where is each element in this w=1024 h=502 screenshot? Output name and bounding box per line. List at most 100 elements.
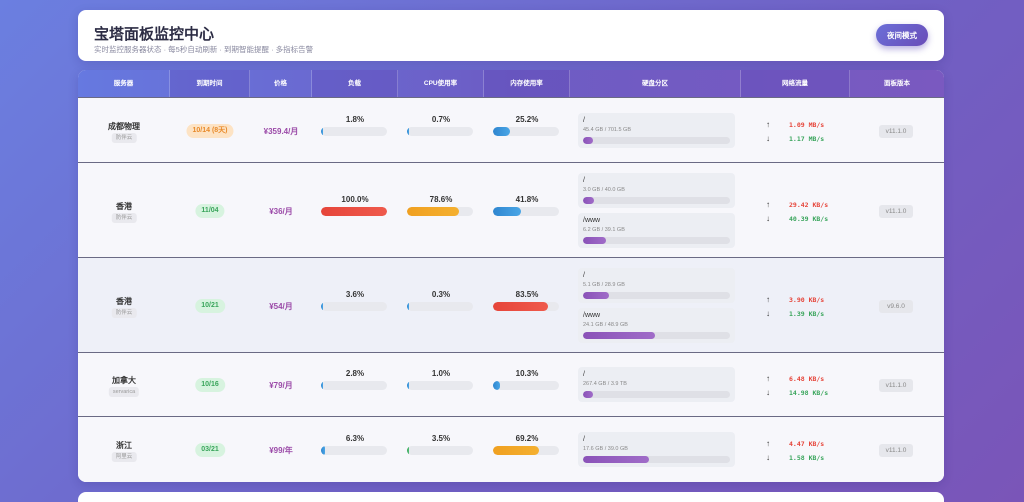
cpu-bar bbox=[407, 446, 473, 455]
expiry-badge: 03/21 bbox=[195, 443, 225, 457]
table-row[interactable]: 香港 防伴云 11/04 ¥36/月 100.0% 78.6% 41.8% / 3.0 GB /… bbox=[78, 162, 944, 257]
column-header-network[interactable]: 网络流量 bbox=[741, 70, 850, 97]
upload-arrow-icon: ↑ bbox=[766, 199, 770, 209]
cpu-bar-fill bbox=[407, 206, 459, 216]
mem-bar-fill bbox=[493, 206, 521, 216]
mem-value: 10.3% bbox=[515, 369, 539, 378]
net-upload: 1.09 MB/s bbox=[789, 120, 825, 129]
disk-bar bbox=[583, 291, 730, 299]
net-upload: 6.48 KB/s bbox=[789, 375, 825, 383]
cpu-bar bbox=[407, 126, 473, 136]
upload-arrow-icon: ↑ bbox=[766, 439, 770, 448]
table-row[interactable]: 浙江 阿里云 03/21 ¥99/年 6.3% 3.5% 69.2% / 17.6 GB / 3… bbox=[78, 416, 944, 482]
disk-bar bbox=[583, 196, 730, 204]
disk-size: 45.4 GB / 701.5 GB bbox=[583, 126, 632, 133]
column-header-disk[interactable]: 硬盘分区 bbox=[570, 70, 741, 97]
cpu-bar bbox=[407, 301, 473, 311]
server-name: 香港 bbox=[116, 296, 132, 306]
load-value: 100.0% bbox=[341, 194, 369, 204]
disk-size: 5.1 GB / 28.9 GB bbox=[583, 281, 625, 288]
cpu-bar-fill bbox=[407, 446, 410, 455]
cpu-value: 1.0% bbox=[431, 369, 451, 378]
disk-partition: /www 6.2 GB / 39.1 GB bbox=[578, 212, 735, 248]
page-title: 宝塔面板监控中心 bbox=[94, 26, 215, 43]
column-header-load[interactable]: 负载 bbox=[312, 70, 398, 97]
cpu-bar-fill bbox=[407, 301, 409, 311]
mem-bar bbox=[493, 381, 559, 390]
table-row[interactable]: 成都物理 防伴云 10/14 (8天) ¥359.4/月 1.8% 0.7% 25.2% / 4… bbox=[78, 97, 944, 162]
page-subtitle: 实时监控服务器状态 · 每5秒自动刷新 · 到期智能提醒 · 多指标告警 bbox=[94, 45, 314, 54]
disk-bar bbox=[583, 236, 730, 244]
mem-value: 69.2% bbox=[515, 434, 539, 443]
server-name: 香港 bbox=[116, 201, 132, 211]
disk-size: 24.1 GB / 48.9 GB bbox=[583, 321, 628, 328]
price-text: ¥54/月 bbox=[269, 301, 293, 311]
column-header-cpu[interactable]: CPU使用率 bbox=[398, 70, 484, 97]
table-row[interactable]: 香港 防伴云 10/21 ¥54/月 3.6% 0.3% 83.5% / 5.1 GB / 28… bbox=[78, 257, 944, 352]
disk-partition: / 45.4 GB / 701.5 GB bbox=[578, 112, 735, 148]
net-download: 1.58 KB/s bbox=[789, 454, 825, 462]
disk-mount: /www bbox=[583, 311, 601, 319]
download-arrow-icon: ↓ bbox=[766, 133, 770, 143]
provider-tag: 阿里云 bbox=[111, 452, 137, 462]
disk-size: 6.2 GB / 39.1 GB bbox=[583, 226, 625, 233]
disk-bar-fill bbox=[583, 136, 593, 144]
upload-arrow-icon: ↑ bbox=[766, 119, 770, 129]
load-bar bbox=[321, 381, 387, 390]
disk-mount: / bbox=[583, 176, 585, 184]
disk-bar-fill bbox=[583, 456, 650, 463]
column-header-price[interactable]: 价格 bbox=[250, 70, 312, 97]
column-header-expiry[interactable]: 到期时间 bbox=[170, 70, 250, 97]
mem-bar bbox=[493, 126, 559, 136]
disk-bar bbox=[583, 136, 730, 144]
disk-partition: / 267.4 GB / 3.9 TB bbox=[578, 367, 735, 402]
disk-mount: / bbox=[583, 116, 585, 124]
column-header-memory[interactable]: 内存使用率 bbox=[484, 70, 570, 97]
disk-bar-fill bbox=[583, 236, 607, 244]
load-bar-fill bbox=[321, 446, 326, 455]
disk-partition: / 17.6 GB / 39.0 GB bbox=[578, 432, 735, 467]
panel-version: v9.6.0 bbox=[879, 299, 913, 313]
table-row[interactable]: 加拿大 servarica 10/16 ¥79/月 2.8% 1.0% 10.3% / 267.… bbox=[78, 352, 944, 416]
disk-size: 17.6 GB / 39.0 GB bbox=[583, 446, 628, 452]
disk-bar-fill bbox=[583, 291, 609, 299]
column-header-server[interactable]: 服务器 bbox=[78, 70, 170, 97]
disk-size: 3.0 GB / 40.0 GB bbox=[583, 186, 625, 193]
mem-bar-fill bbox=[493, 446, 539, 455]
net-download: 14.98 KB/s bbox=[789, 389, 829, 397]
header-card: 宝塔面板监控中心 实时监控服务器状态 · 每5秒自动刷新 · 到期智能提醒 · … bbox=[78, 10, 944, 61]
cpu-value: 3.5% bbox=[431, 434, 451, 443]
disk-bar bbox=[583, 331, 730, 339]
disk-partition: /www 24.1 GB / 48.9 GB bbox=[578, 307, 735, 343]
expiry-badge: 10/16 bbox=[195, 378, 225, 392]
server-name: 加拿大 bbox=[112, 376, 136, 385]
provider-tag: 防伴云 bbox=[111, 307, 137, 318]
load-value: 3.6% bbox=[345, 289, 365, 299]
provider-tag: 防伴云 bbox=[111, 212, 137, 223]
disk-partition: / 3.0 GB / 40.0 GB bbox=[578, 172, 735, 208]
mem-bar bbox=[493, 206, 559, 216]
load-value: 2.8% bbox=[345, 369, 365, 378]
provider-tag: 防伴云 bbox=[111, 132, 137, 143]
load-bar-fill bbox=[321, 126, 323, 136]
column-header-version[interactable]: 面板版本 bbox=[884, 80, 910, 87]
cpu-value: 78.6% bbox=[429, 194, 453, 204]
net-upload: 3.90 KB/s bbox=[789, 295, 825, 304]
cpu-bar-fill bbox=[407, 381, 409, 390]
mem-value: 83.5% bbox=[515, 289, 539, 299]
load-value: 6.3% bbox=[345, 434, 365, 443]
load-value: 1.8% bbox=[345, 114, 365, 124]
mem-bar-fill bbox=[493, 301, 549, 311]
mem-value: 25.2% bbox=[515, 114, 539, 124]
expiry-badge: 11/04 bbox=[195, 203, 225, 218]
net-download: 40.39 KB/s bbox=[789, 214, 829, 223]
cpu-bar-fill bbox=[407, 126, 409, 136]
expiry-badge: 10/14 (8天) bbox=[186, 123, 234, 138]
price-text: ¥36/月 bbox=[269, 206, 293, 216]
download-arrow-icon: ↓ bbox=[766, 308, 770, 318]
night-mode-button[interactable]: 夜间模式 bbox=[876, 24, 928, 46]
net-download: 1.17 MB/s bbox=[789, 134, 825, 143]
cpu-bar bbox=[407, 206, 473, 216]
provider-tag: servarica bbox=[108, 387, 140, 397]
download-arrow-icon: ↓ bbox=[766, 213, 770, 223]
